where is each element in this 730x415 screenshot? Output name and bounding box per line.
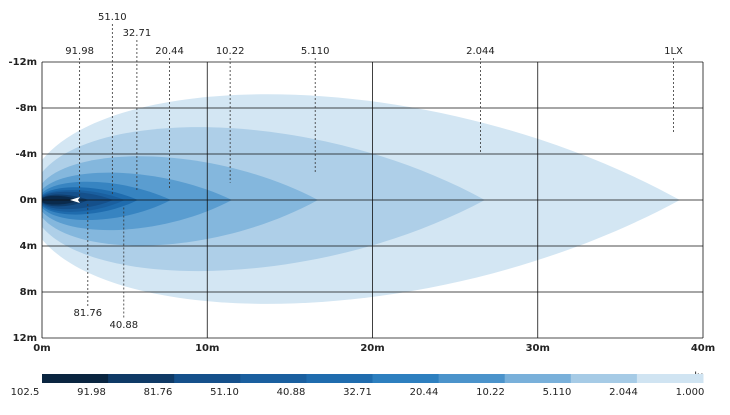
contour-label: 1LX [664,46,683,57]
contour-label: 20.44 [155,46,184,57]
colorbar-label: 1.000 [676,387,705,398]
y-tick-label: -4m [15,149,37,160]
colorbar-label: 10.22 [476,387,505,398]
colorbar-label: 5.110 [543,387,572,398]
colorbar-label: 2.044 [609,387,638,398]
contour-label: 91.98 [65,46,94,57]
colorbar-label: 102.5 [11,387,40,398]
x-tick-label: 40m [691,343,715,354]
contour-label: 2.044 [466,46,495,57]
x-tick-label: 10m [195,343,219,354]
label-layer: 0m 10m 20m 30m 40m -12m -8m -4m 0m 4m 8m 12m 91.98 81… [9,12,716,354]
contour-label: 10.22 [216,46,245,57]
colorbar-label: 40.88 [277,387,306,398]
colorbar-label: 32.71 [343,387,372,398]
colorbar-segment [570,374,638,383]
contour-layer [42,94,680,304]
colorbar-segment [504,374,572,383]
colorbar-segment [438,374,506,383]
grid-layer [41,61,704,339]
colorbar-label: 91.98 [77,387,106,398]
colorbar-segment [108,374,175,383]
colorbar-label: 81.76 [144,387,173,398]
colorbar-segment [372,374,440,383]
y-tick-label: -8m [15,103,37,114]
contour-label: 32.71 [123,28,152,39]
colorbar-segment [174,374,241,383]
x-tick-label: 20m [360,343,384,354]
y-tick-label: 0m [20,195,37,206]
y-tick-label: 4m [20,241,37,252]
y-tick-label: 12m [13,333,37,344]
colorbar-segment [42,374,109,383]
colorbar-segment [306,374,373,383]
colorbar-segment [240,374,307,383]
contour-label: 5.110 [301,46,330,57]
light-source [70,197,80,203]
y-tick-label: -12m [9,57,38,68]
colorbar-label: 51.10 [210,387,239,398]
x-tick-label: 30m [526,343,550,354]
y-tick-label: 8m [20,287,37,298]
colorbar-label: 20.44 [410,387,439,398]
colorbar-segment [636,374,704,383]
x-tick-label: 0m [33,343,50,354]
contour-label: 40.88 [109,320,138,331]
contour-label: 81.76 [73,308,102,319]
contour-label: 51.10 [98,12,127,23]
